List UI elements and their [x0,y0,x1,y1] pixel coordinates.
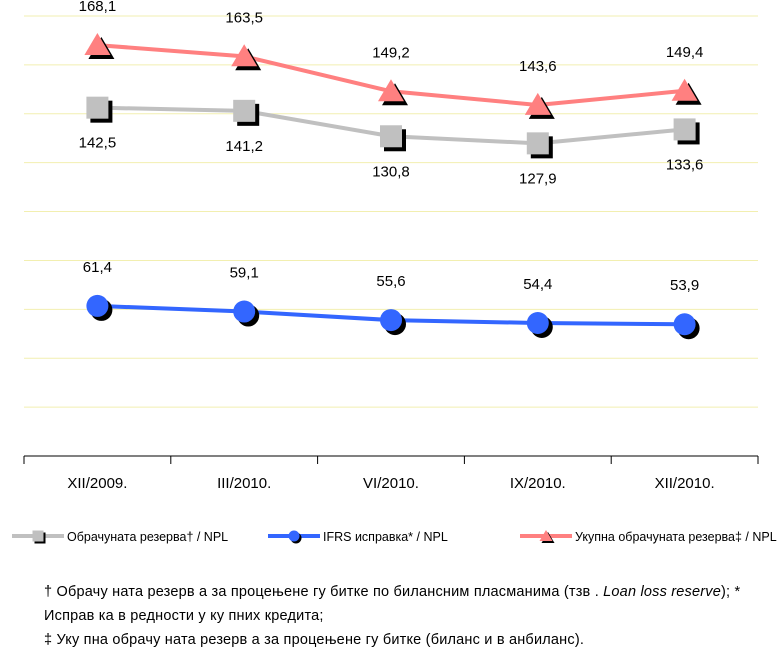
footnote-dagger-italic: Loan loss reserve [603,584,722,600]
data-label: 61,4 [83,259,112,276]
data-label: 54,4 [523,276,552,293]
x-tick-label: XII/2009. [67,475,127,492]
data-point-square [380,125,402,148]
footnote-ddagger: ‡ Уку пна обрачу ната резерв а за процењ… [44,632,585,648]
data-label: 127,9 [519,170,557,187]
data-point-square [86,96,109,119]
x-axis: XII/2009. III/2010. VI/2010. IX/2010. XII/20… [23,455,759,492]
data-label: 142,5 [79,135,117,152]
data-label: 149,4 [666,44,704,61]
footnote-dagger: † Обрачу ната резерв а за процењене гу б… [44,580,764,628]
legend: Обрачуната резерва† / NPL IFRS исправка* … [12,529,777,544]
data-label: 130,8 [372,163,410,180]
data-point-triangle [231,44,258,67]
data-label: 133,6 [666,156,704,173]
data-point-triangle [671,78,698,101]
data-point-square [673,118,696,141]
x-tick-label: XII/2010. [655,475,715,492]
footnote-dagger-text2: ); [721,584,735,600]
data-label: 55,6 [376,273,405,290]
x-tick-label: VI/2010. [363,475,419,492]
data-point-circle [526,312,549,335]
data-point-triangle [84,32,111,55]
x-tick-label: III/2010. [217,475,271,492]
legend-label: Обрачуната резерва† / NPL [67,530,228,544]
data-point-circle [233,300,256,323]
legend-label: Укупна обрачуната резерва‡ / NPL [575,530,777,544]
data-label: 59,1 [230,265,259,282]
footnote-dagger-text: † Обрачу ната резерв а за процењене гу б… [44,584,604,600]
data-point-triangle [524,92,551,115]
chart: XII/2009. III/2010. VI/2010. IX/2010. XII/20… [12,0,777,544]
footnotes: † Обрачу ната резерв а за процењене гу б… [44,580,764,652]
data-labels: 142,5 141,2 130,8 127,9 133,6 61,4 59,1 55,6 54,… [79,0,704,294]
x-tick-label: IX/2010. [510,475,566,492]
data-point-circle [86,294,109,317]
legend-label: IFRS исправка* / NPL [323,530,448,544]
gridlines [24,15,758,408]
series-layer [84,32,702,340]
legend-marker-square [32,530,44,542]
data-label: 168,1 [79,0,117,15]
data-point-square [526,132,549,155]
data-label: 149,2 [372,44,410,61]
data-label: 163,5 [225,9,263,26]
legend-marker-circle [288,530,300,542]
data-point-circle [380,309,402,332]
data-label: 53,9 [670,277,699,294]
footnote-star: * Исправ ка в редности у ку пних кредита… [44,584,741,624]
data-point-square [233,99,256,122]
data-label: 141,2 [225,138,263,155]
data-point-circle [673,313,696,336]
legend-marker-triangle [539,529,553,541]
data-label: 143,6 [519,58,557,75]
data-point-triangle [378,79,404,102]
